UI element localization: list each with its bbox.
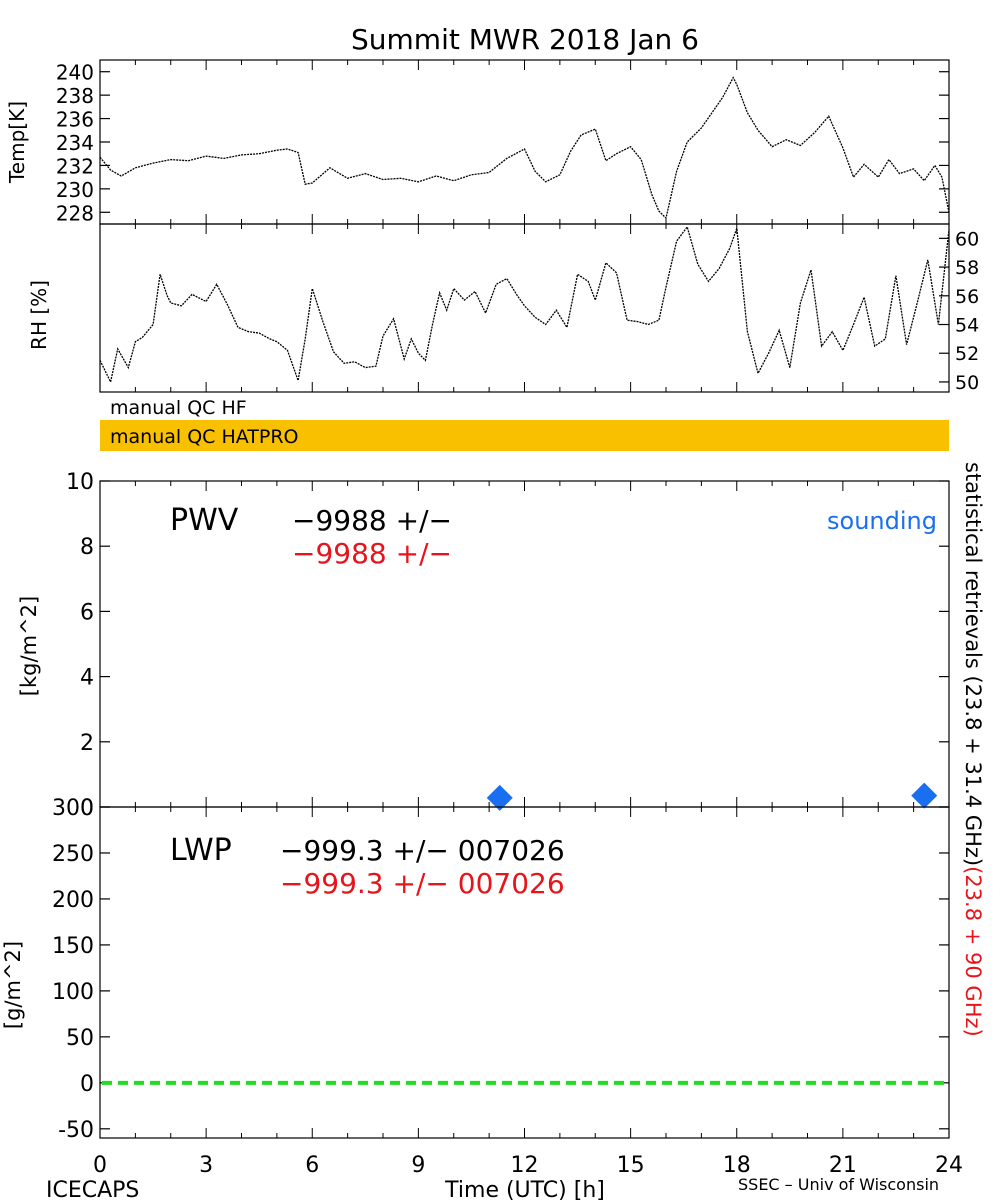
- retrieval-side-label: statistical retrievals (23.8 + 31.4 GHz)…: [961, 462, 985, 1037]
- pwv-ytick-label: 8: [80, 535, 94, 560]
- lwp-ytick-label: 150: [52, 934, 94, 959]
- temp-series-line: [99, 76, 950, 220]
- temp-ytick-label: 232: [56, 154, 94, 178]
- x-tick-label: 3: [199, 1153, 213, 1178]
- pwv-ytick-label: 0: [80, 796, 94, 821]
- pwv-ytick-label: 10: [66, 470, 94, 495]
- lwp-ytick-label: 300: [52, 796, 94, 821]
- x-tick-label: 21: [829, 1153, 857, 1178]
- qc-hf-bar: [100, 393, 949, 418]
- rh-plot-frame: [99, 223, 950, 393]
- sounding-point: [911, 782, 938, 809]
- lwp-ytick-label: 0: [80, 1072, 94, 1097]
- x-tick-label: 9: [411, 1153, 425, 1178]
- pwv-x-minor-ticks: [134, 481, 915, 807]
- pwv-ytick-label: 4: [80, 666, 94, 691]
- rh-series-line: [99, 225, 950, 384]
- temp-ytick-label: 240: [56, 61, 94, 85]
- figure-title: Summit MWR 2018 Jan 6: [351, 23, 699, 56]
- qc-hatpro-label: manual QC HATPRO: [110, 426, 299, 448]
- lwp-panel: -50 0 50 100 150 200 250 300 0 3 6 9 12 15 18 21 24 LWP…: [1, 796, 963, 1178]
- qc-hf-label: manual QC HF: [110, 397, 247, 419]
- pwv-ytick-label: 2: [80, 731, 94, 756]
- rh-ytick-label: 56: [955, 286, 979, 308]
- lwp-ytick-label: -50: [58, 1118, 94, 1143]
- pwv-value-red: −9988 +/−: [292, 537, 452, 570]
- pwv-tick-group: 0 2 4 6 8 10: [66, 470, 949, 821]
- footer-left-label: ICECAPS: [46, 1178, 139, 1200]
- lwp-value-red: −999.3 +/− 007026: [280, 867, 565, 900]
- lwp-y-axis-label: [g/m^2]: [1, 941, 25, 1029]
- rh-ytick-label: 50: [955, 372, 979, 394]
- temp-ytick-label: 238: [56, 84, 94, 108]
- sounding-legend: sounding: [827, 507, 937, 535]
- qc-bars: manual QC HF manual QC HATPRO: [100, 393, 949, 451]
- pwv-value-black: −9988 +/−: [292, 504, 452, 537]
- lwp-ytick-label: 50: [66, 1026, 94, 1051]
- x-tick-label: 0: [93, 1153, 107, 1178]
- temp-ytick-label: 228: [56, 201, 94, 225]
- rh-tick-group: 50 52 54 56 58 60: [939, 228, 979, 394]
- lwp-tick-group: -50 0 50 100 150 200 250 300: [52, 796, 949, 1143]
- temp-y-axis-label: Temp[K]: [5, 101, 29, 184]
- temp-ytick-label: 234: [56, 131, 94, 155]
- x-tick-label: 15: [617, 1153, 645, 1178]
- footer-right-label: SSEC – Univ of Wisconsin: [738, 1175, 939, 1194]
- retrieval-label-black: statistical retrievals (23.8 + 31.4 GHz): [961, 462, 985, 866]
- rh-ytick-label: 52: [955, 343, 979, 365]
- rh-y-axis-label: RH [%]: [27, 280, 51, 350]
- lwp-ytick-label: 200: [52, 888, 94, 913]
- lwp-ytick-label: 100: [52, 980, 94, 1005]
- rh-ytick-label: 54: [955, 315, 979, 337]
- pwv-label: PWV: [170, 503, 239, 538]
- x-tick-label: 24: [935, 1153, 963, 1178]
- rh-ytick-label: 58: [955, 257, 979, 279]
- temp-ytick-label: 236: [56, 108, 94, 132]
- lwp-x-tick-group: 0 3 6 9 12 15 18 21 24: [93, 807, 963, 1178]
- lwp-value-black: −999.3 +/− 007026: [280, 834, 565, 867]
- rh-panel: 50 52 54 56 58 60 RH [%]: [27, 223, 979, 394]
- lwp-label: LWP: [170, 833, 232, 868]
- pwv-ytick-label: 6: [80, 600, 94, 625]
- retrieval-label-red: (23.8 + 90 GHz): [961, 866, 985, 1037]
- temp-x-minor-ticks: [134, 60, 915, 224]
- rh-x-minor-ticks: [134, 224, 915, 392]
- pwv-panel: 0 2 4 6 8 10 PWV −9988 +/− −9988 +/− sounding…: [17, 470, 950, 821]
- temp-ytick-label: 230: [56, 178, 94, 202]
- temp-plot-frame: [99, 59, 950, 225]
- x-tick-label: 6: [305, 1153, 319, 1178]
- pwv-sounding-points: [486, 782, 938, 811]
- x-tick-label: 12: [511, 1153, 539, 1178]
- rh-ytick-label: 60: [955, 228, 979, 250]
- sounding-point: [486, 784, 513, 811]
- lwp-ytick-label: 250: [52, 842, 94, 867]
- pwv-y-axis-label: [kg/m^2]: [17, 596, 41, 696]
- x-tick-label: 18: [723, 1153, 751, 1178]
- qc-hatpro-bar: [100, 420, 949, 451]
- x-axis-label: Time (UTC) [h]: [444, 1178, 605, 1200]
